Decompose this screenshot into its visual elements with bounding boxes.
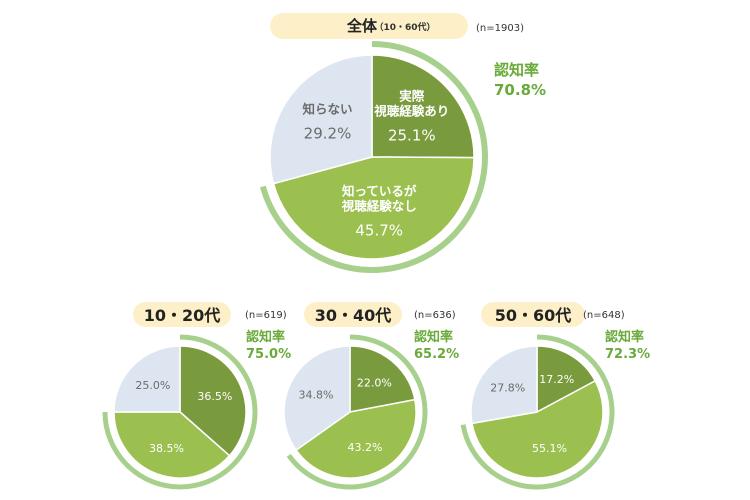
chart-title: 30・40代 (315, 306, 392, 325)
pie-slice (283, 345, 351, 452)
pie-slice (269, 54, 373, 185)
slice-label: 視聴経験なし (341, 199, 417, 214)
title-pill (481, 302, 585, 327)
pie-slice (349, 345, 416, 413)
slice-label: 視聴経験あり (373, 104, 449, 119)
awareness-ring (286, 334, 428, 490)
awareness-label: 認知率 (494, 61, 539, 79)
chart-title: 50・60代 (495, 306, 572, 325)
slice-value-label: 55.1% (532, 442, 567, 455)
awareness-ring (102, 334, 258, 490)
awareness-value: 72.3% (605, 347, 650, 362)
title-pill (133, 302, 231, 327)
pie-slice (471, 379, 604, 479)
awareness-value: 75.0% (246, 347, 291, 362)
slice-label: 知っているが (341, 184, 417, 199)
awareness-label: 認知率 (605, 329, 644, 345)
slice-label: 知らない (301, 101, 352, 116)
slice-value-label: 38.5% (149, 442, 184, 455)
slice-value-label: 25.1% (388, 127, 436, 145)
awareness-label: 認知率 (246, 329, 285, 345)
pie-chart-age50_60: 50・60代 (n=648) 認知率 72.3% 17.2% 55.1% 27.8% (460, 302, 650, 490)
pie-chart-age10_20: 10・20代 (n=619) 認知率 75.0% 36.5% 38.5% 25.0% (102, 302, 291, 490)
pie-slice (113, 345, 181, 413)
slice-value-label: 43.2% (348, 441, 383, 454)
slice-value-label: 17.2% (539, 373, 574, 386)
slice-value-label: 22.0% (357, 377, 392, 390)
awareness-label: 認知率 (414, 329, 453, 345)
pie-chart-age30_40: 30・40代 (n=636) 認知率 65.2% 22.0% 43.2% 34.8% (283, 302, 459, 490)
sample-size-label: (n=636) (414, 310, 456, 321)
slice-value-label: 36.5% (197, 390, 232, 403)
title-pill (304, 302, 402, 327)
slice-value-label: 45.7% (355, 222, 403, 240)
pie-slice (536, 345, 597, 414)
pie-slice (371, 54, 475, 159)
awareness-value: 70.8% (494, 81, 546, 99)
pie-slice (295, 398, 417, 479)
slice-value-label: 34.8% (299, 388, 334, 401)
awareness-ring (260, 41, 488, 273)
sample-size-label: (n=1903) (476, 23, 524, 34)
pie-slice (470, 345, 538, 425)
pie-slice (179, 345, 247, 457)
slice-value-label: 27.8% (490, 381, 525, 394)
slice-label: 実際 (399, 89, 425, 104)
awareness-ring (460, 334, 615, 490)
title-pill (270, 13, 468, 39)
pie-slice (113, 411, 231, 479)
sample-size-label: (n=619) (245, 310, 287, 321)
pie-slice (272, 156, 475, 260)
slice-value-label: 25.0% (135, 379, 170, 392)
chart-title: 10・20代 (144, 306, 221, 325)
chart-title: 全体 (346, 17, 378, 35)
chart-subtitle: （10・60代） (374, 21, 435, 33)
slice-value-label: 29.2% (304, 124, 352, 142)
awareness-value: 65.2% (414, 347, 459, 362)
sample-size-label: (n=648) (583, 310, 625, 321)
